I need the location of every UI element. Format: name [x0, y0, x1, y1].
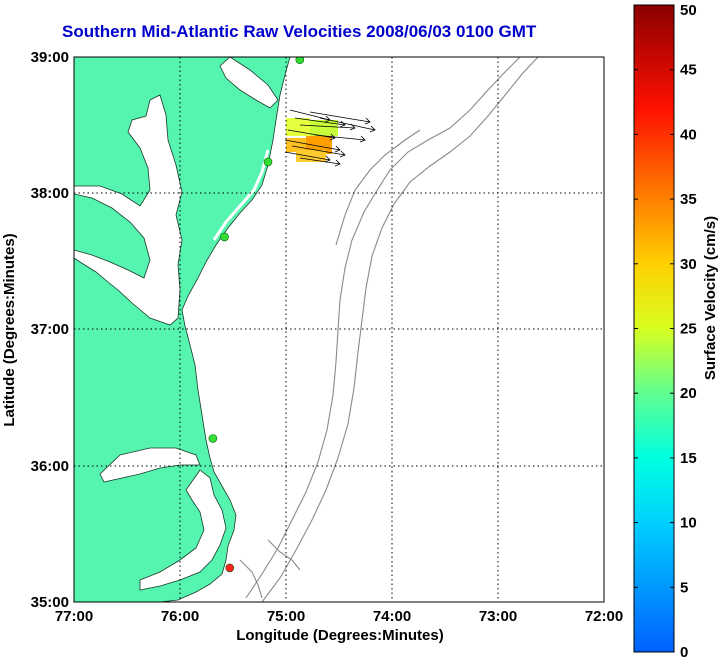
map-grid [74, 57, 604, 602]
barrier-lagoon [212, 149, 270, 241]
station-marker [295, 57, 305, 64]
bathymetry-contours [239, 57, 539, 602]
x-tick-label: 76:00 [161, 608, 199, 625]
station-marker [220, 232, 229, 242]
colorbar-tick-label: 35 [680, 191, 697, 208]
plot-frame [73, 56, 605, 603]
delaware-bay [219, 57, 279, 109]
y-axis-label: Latitude (Degrees:Minutes) [1, 233, 18, 426]
colorbar-tick-label: 40 [680, 126, 697, 143]
y-tick-label: 38:00 [31, 185, 69, 202]
x-tick-label: 77:00 [55, 608, 93, 625]
colorbar-tick-label: 10 [680, 515, 697, 532]
colorbar-label: Surface Velocity (cm/s) [702, 216, 719, 380]
y-tick-label: 36:00 [31, 458, 69, 475]
y-tick-label: 39:00 [31, 49, 69, 66]
colorbar-tick-label: 15 [680, 450, 697, 467]
x-tick-label: 73:00 [479, 608, 517, 625]
colorbar-ticks: 0 5 10 15 20 25 30 35 40 45 50 [634, 2, 697, 659]
velocity-vectors [284, 109, 376, 167]
hf-radar-stations [208, 57, 305, 573]
y-tick-label: 37:00 [31, 321, 69, 338]
x-tick-label: 72:00 [585, 608, 623, 625]
colorbar-tick-label: 0 [680, 644, 688, 659]
colorbar-tick-label: 30 [680, 256, 697, 273]
x-axis-label: Longitude (Degrees:Minutes) [236, 627, 444, 644]
station-marker [263, 157, 273, 167]
chesapeake-bay [74, 94, 183, 326]
x-tick-label: 74:00 [373, 608, 411, 625]
x-tick-label: 75:00 [267, 608, 305, 625]
station-marker [208, 434, 218, 443]
station-marker [225, 563, 235, 573]
colorbar-tick-label: 50 [680, 2, 697, 19]
colorbar-tick-label: 5 [680, 579, 688, 596]
colorbar-tick-label: 45 [680, 62, 697, 79]
y-tick-label: 35:00 [31, 594, 69, 611]
colorbar-tick-label: 20 [680, 385, 697, 402]
map-title: Southern Mid-Atlantic Raw Velocities 200… [62, 22, 537, 41]
pamlico-sound [139, 469, 227, 591]
colorbar-tick-label: 25 [680, 321, 697, 338]
colorbar [633, 4, 675, 653]
